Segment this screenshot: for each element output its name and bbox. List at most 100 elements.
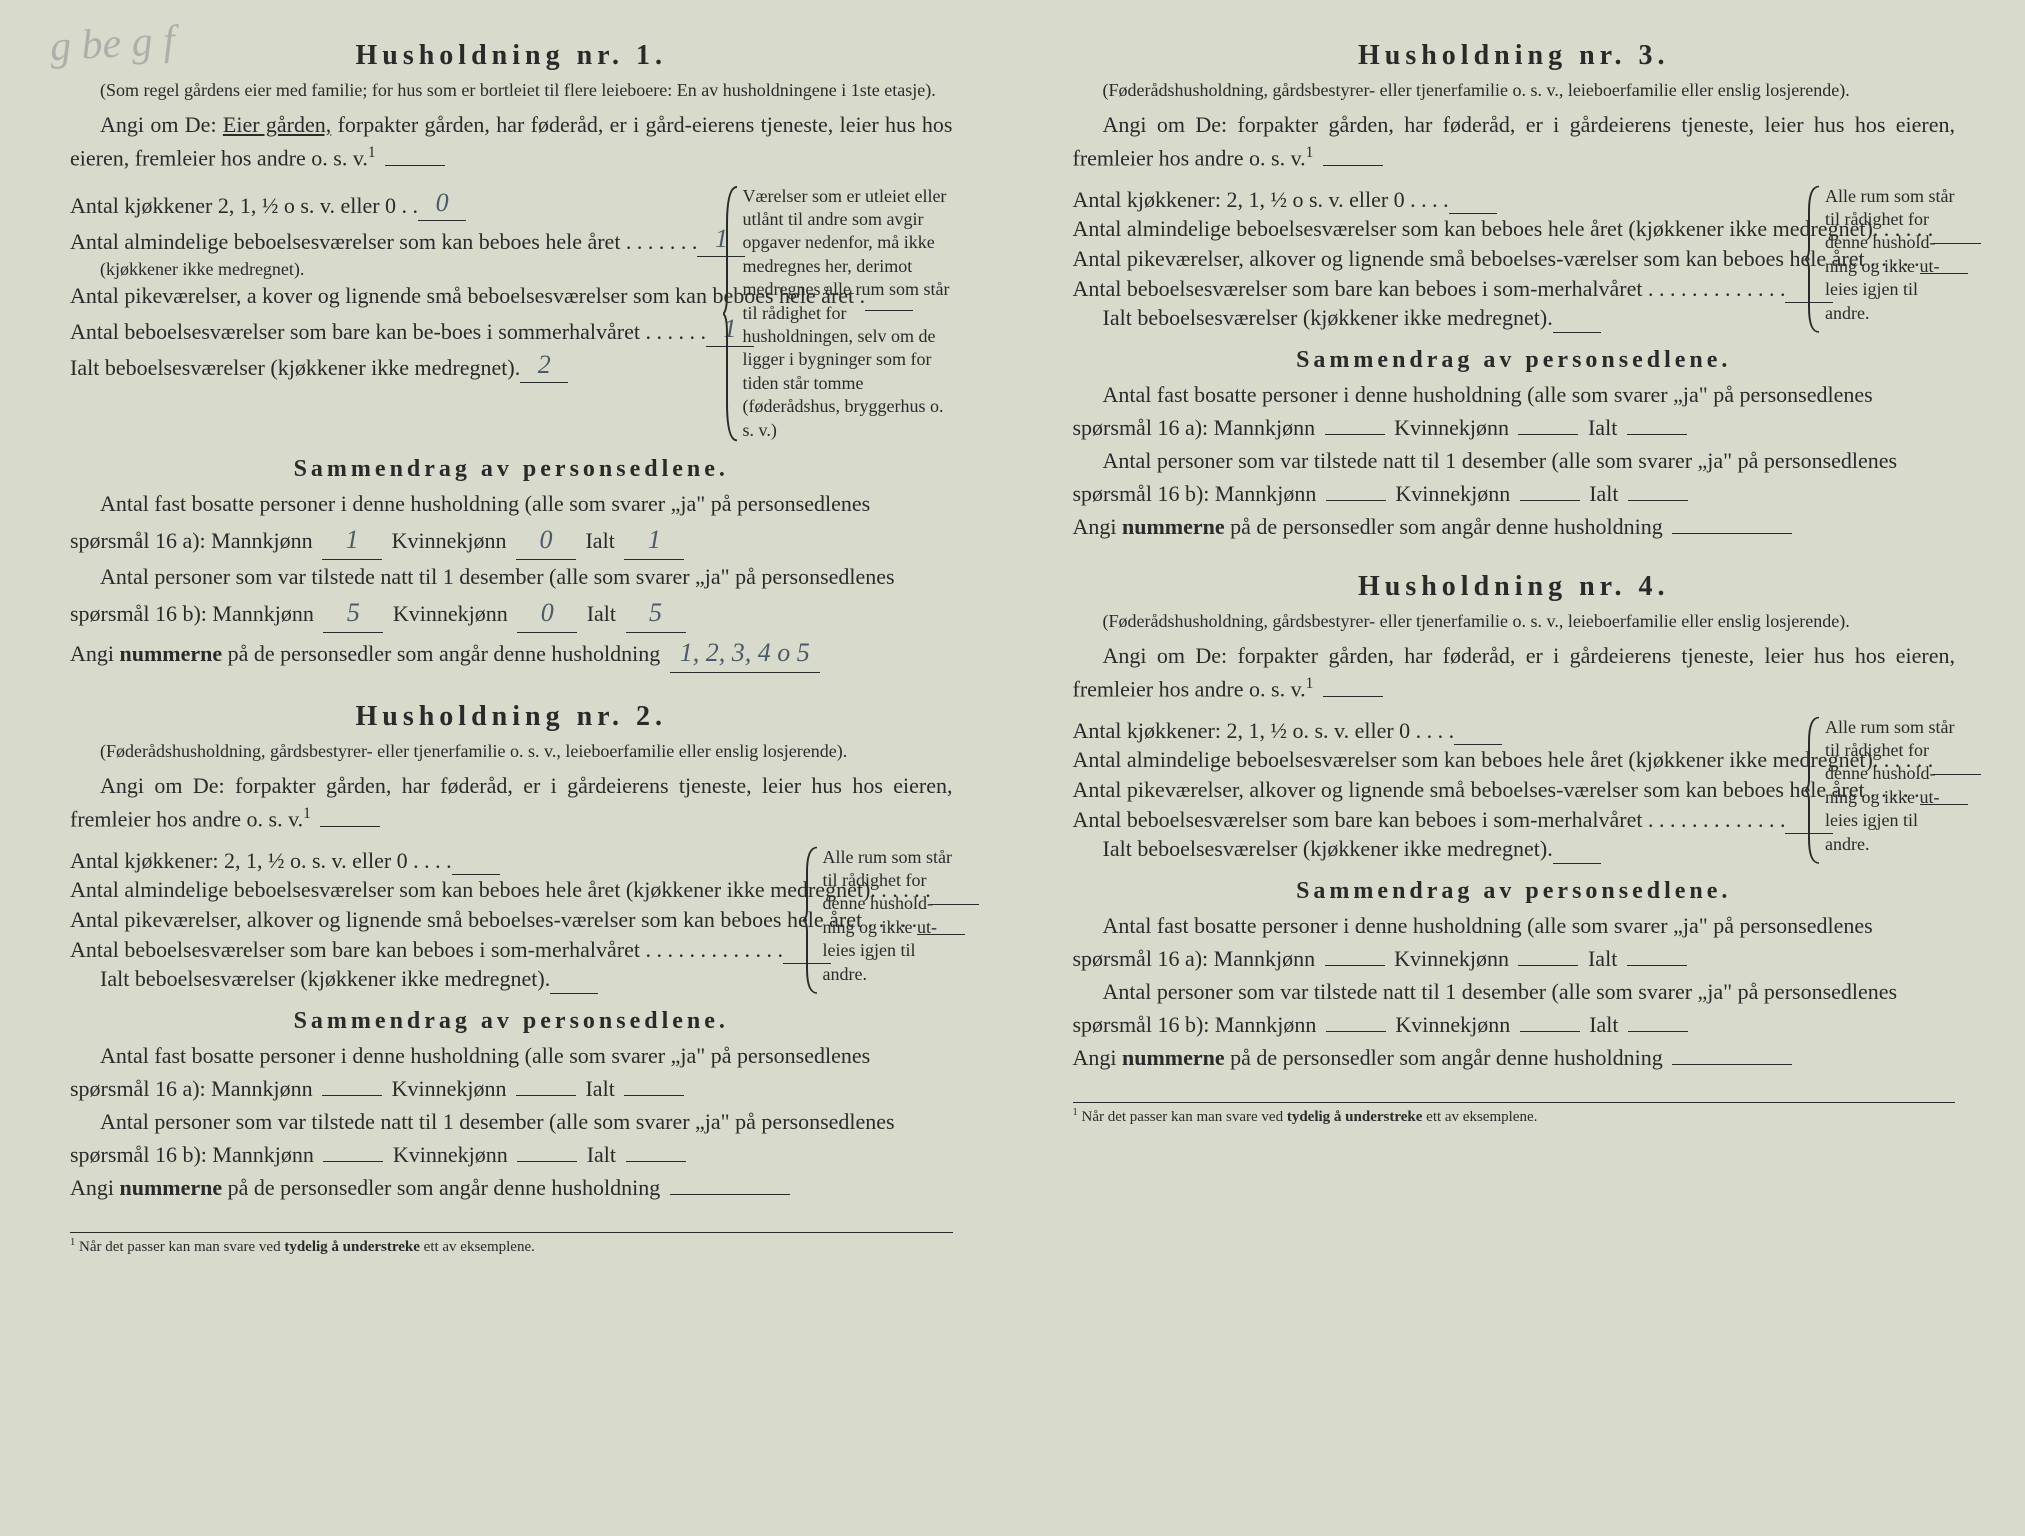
household-4-present: Antal personer som var tilstede natt til… (1073, 975, 1956, 1041)
household-4-summary-title: Sammendrag av personsedlene. (1073, 878, 1956, 905)
h4-present-k (1520, 1031, 1580, 1032)
h2-resident-m (322, 1095, 382, 1096)
h4-present-m (1326, 1031, 1386, 1032)
h2-resident-total (624, 1095, 684, 1096)
h3-numbers-rest: på de personsedler som angår denne husho… (1230, 514, 1663, 539)
h2-total-fill (550, 993, 598, 994)
right-footnote: 1 Når det passer kan man svare ved tydel… (1073, 1102, 1956, 1126)
h2-present-k (517, 1161, 577, 1162)
intro-prefix: Angi om De: (100, 112, 223, 137)
intro-text: Angi om De: forpakter gården, har føderå… (70, 773, 953, 831)
h4-numbers-rest: på de personsedler som angår denne husho… (1230, 1045, 1663, 1070)
h4-total-fill (1553, 863, 1601, 864)
resident-total-label: Ialt (585, 528, 614, 553)
h2-sidenote-text: Alle rum som står til rådighet for denne… (823, 847, 952, 984)
numbers-fill: 1, 2, 3, 4 o 5 (670, 633, 820, 673)
h3-resident-k-label: Kvinnekjønn (1394, 415, 1509, 440)
intro-sup: 1 (368, 144, 376, 161)
resident-k: 0 (516, 520, 576, 560)
household-1-title: Husholdning nr. 1. (70, 40, 953, 72)
h3-resident-k (1518, 434, 1578, 435)
household-2-sidenote: Alle rum som står til rådighet for denne… (809, 846, 953, 994)
household-2-title: Husholdning nr. 2. (70, 701, 953, 733)
sidenote-text: Værelser som er utleiet eller utlånt til… (743, 186, 950, 440)
h4-present-total-label: Ialt (1589, 1012, 1618, 1037)
h2-present-total-label: Ialt (587, 1142, 616, 1167)
h4-resident-k (1518, 965, 1578, 966)
footnote-post-r: ett av eksemplene. (1422, 1109, 1537, 1125)
total-fill: 2 (520, 347, 568, 383)
footnote-post: ett av eksemplene. (420, 1239, 535, 1255)
h2-total: Ialt beboelsesværelser (kjøkkener ikke m… (100, 964, 550, 994)
intro-blank (385, 165, 445, 166)
h3-kitchens: Antal kjøkkener: 2, 1, ½ o s. v. eller 0… (1073, 185, 1449, 215)
footnote-marker-r: 1 (1073, 1107, 1078, 1118)
household-2-summary-title: Sammendrag av personsedlene. (70, 1008, 953, 1035)
h3-bold-nummerne: nummerne (1122, 514, 1225, 539)
household-3-present: Antal personer som var tilstede natt til… (1073, 444, 1956, 510)
h3-total-fill (1553, 332, 1601, 333)
household-1-present: Antal personer som var tilstede natt til… (70, 560, 953, 633)
h2-numbers-rest: på de personsedler som angår denne husho… (228, 1175, 661, 1200)
h4-bold-nummerne: nummerne (1122, 1045, 1225, 1070)
h3-sidenote-text: Alle rum som står til rådighet for denne… (1825, 186, 1954, 323)
household-4-numbers: Angi nummerne på de personsedler som ang… (1073, 1041, 1956, 1074)
intro-underlined: Eier gården, (223, 112, 331, 137)
household-3-sidenote: Alle rum som står til rådighet for denne… (1811, 185, 1955, 333)
h2-resident-total-label: Ialt (585, 1076, 614, 1101)
h2-bold-nummerne: nummerne (120, 1175, 223, 1200)
intro-sup-2: 1 (303, 805, 311, 822)
h4-summer: Antal beboelsesværelser som bare kan beb… (1073, 805, 1786, 835)
kitchens-fill: 0 (418, 185, 466, 221)
h4-intro-text: Angi om De: forpakter gården, har føderå… (1073, 643, 1956, 701)
household-4: Husholdning nr. 4. (Føderådshusholdning,… (1073, 571, 1956, 1074)
h4-sidenote-text: Alle rum som står til rådighet for denne… (1825, 717, 1954, 854)
footnote-pre-r: Når det passer kan man svare ved (1082, 1109, 1287, 1125)
household-4-sidenote: Alle rum som står til rådighet for denne… (1811, 716, 1955, 864)
household-2-present: Antal personer som var tilstede natt til… (70, 1105, 953, 1171)
h2-numbers-fill (670, 1194, 790, 1195)
household-3-rooms: Antal kjøkkener: 2, 1, ½ o s. v. eller 0… (1073, 185, 1956, 333)
left-footnote: 1 Når det passer kan man svare ved tydel… (70, 1232, 953, 1256)
resident-total: 1 (624, 520, 684, 560)
h2-kitchens: Antal kjøkkener: 2, 1, ½ o. s. v. eller … (70, 846, 452, 876)
h3-resident-total-label: Ialt (1588, 415, 1617, 440)
h3-numbers-fill (1672, 533, 1792, 534)
h3-present-total-label: Ialt (1589, 481, 1618, 506)
ordinary-note: (kjøkkener ikke medregnet). (100, 257, 304, 281)
household-3-title: Husholdning nr. 3. (1073, 40, 1956, 72)
h3-pike: Antal pikeværelser, alkover og lignende … (1073, 244, 1920, 274)
household-3-resident: Antal fast bosatte personer i denne hush… (1073, 378, 1956, 444)
h4-resident-total-label: Ialt (1588, 946, 1617, 971)
bold-nummerne: nummerne (120, 641, 223, 666)
h3-intro-blank (1323, 165, 1383, 166)
household-3-intro: Angi om De: forpakter gården, har føderå… (1073, 108, 1956, 174)
household-1-summary-title: Sammendrag av personsedlene. (70, 456, 953, 483)
h2-present-m (323, 1161, 383, 1162)
present-k-label: Kvinnekjønn (393, 601, 508, 626)
household-1-intro: Angi om De: Eier gården, forpakter gårde… (70, 108, 953, 174)
h3-resident-total (1627, 434, 1687, 435)
household-4-intro: Angi om De: forpakter gården, har føderå… (1073, 639, 1956, 705)
household-4-rooms: Antal kjøkkener: 2, 1, ½ o. s. v. eller … (1073, 716, 1956, 864)
left-page: g be g f Husholdning nr. 1. (Som regel g… (0, 0, 1013, 1536)
footnote-pre: Når det passer kan man svare ved (79, 1239, 284, 1255)
h3-total: Ialt beboelsesværelser (kjøkkener ikke m… (1103, 303, 1553, 333)
household-2-rooms: Antal kjøkkener: 2, 1, ½ o. s. v. eller … (70, 846, 953, 994)
h4-intro-sup: 1 (1306, 675, 1314, 692)
pencil-annotation: g be g f (49, 25, 175, 65)
h2-present-k-label: Kvinnekjønn (393, 1142, 508, 1167)
h4-present-total (1628, 1031, 1688, 1032)
right-page: Husholdning nr. 3. (Føderådshusholdning,… (1013, 0, 2025, 1536)
h3-present-m (1326, 500, 1386, 501)
household-2: Husholdning nr. 2. (Føderådshusholdning,… (70, 701, 953, 1204)
intro-blank-2 (320, 826, 380, 827)
household-3-numbers: Angi nummerne på de personsedler som ang… (1073, 510, 1956, 543)
h3-present-total (1628, 500, 1688, 501)
household-2-intro: Angi om De: forpakter gården, har føderå… (70, 769, 953, 835)
household-3-subtitle: (Føderådshusholdning, gårdsbestyrer- ell… (1073, 78, 1956, 102)
household-1-numbers: Angi nummerne på de personsedler som ang… (70, 633, 953, 673)
h2-resident-k (516, 1095, 576, 1096)
h3-intro-sup: 1 (1306, 144, 1314, 161)
document-spread: g be g f Husholdning nr. 1. (Som regel g… (0, 0, 2025, 1536)
